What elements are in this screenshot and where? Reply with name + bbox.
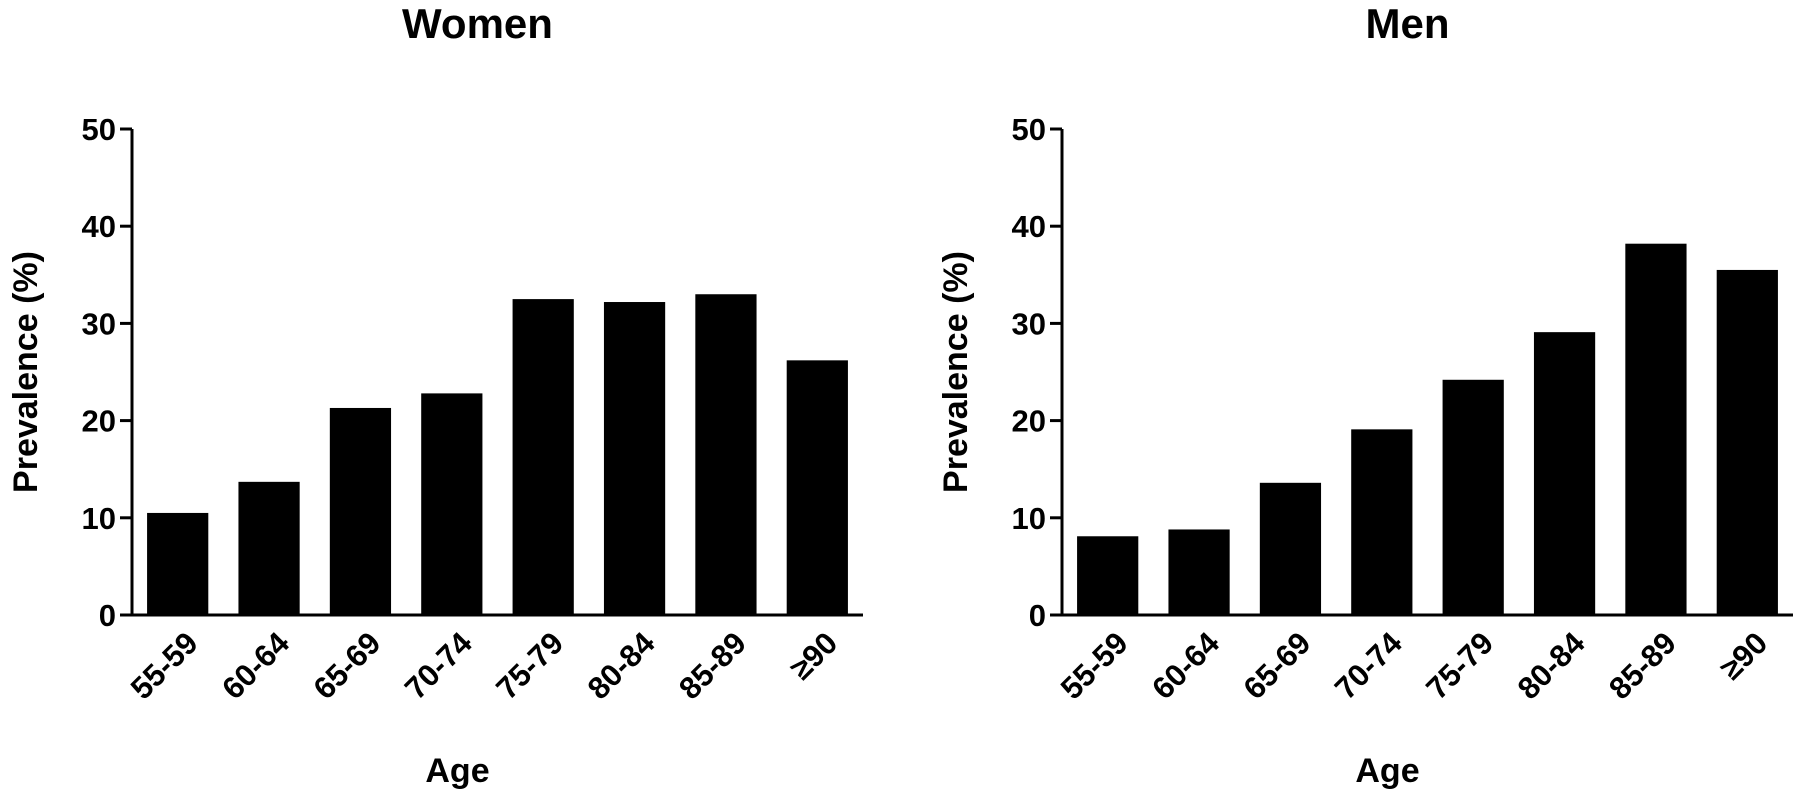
bar	[786, 360, 848, 615]
bar	[1259, 482, 1322, 615]
x-tick-label: 75-79	[489, 625, 570, 706]
x-tick-label: 70-74	[398, 625, 479, 706]
bar	[147, 512, 209, 615]
x-tick-label: ≥90	[1713, 625, 1774, 686]
y-tick-label: 10	[82, 501, 116, 536]
x-axis-label: Age	[1355, 752, 1419, 790]
x-tick-label: 85-89	[1602, 625, 1683, 706]
bar	[512, 299, 574, 615]
y-tick-label: 20	[1012, 404, 1046, 439]
y-tick-label: 10	[1012, 501, 1046, 536]
y-tick-label: 50	[1012, 112, 1046, 147]
bar	[1442, 379, 1504, 615]
x-tick-label: 60-64	[215, 625, 296, 706]
x-axis-label: Age	[425, 752, 489, 790]
y-tick-label: 30	[1012, 306, 1046, 341]
y-tick-label: 30	[82, 306, 116, 341]
x-tick-label: 75-79	[1419, 625, 1500, 706]
bar	[421, 393, 483, 615]
y-tick-label: 0	[1029, 598, 1046, 633]
y-tick-label: 40	[1012, 209, 1046, 244]
bar	[1168, 529, 1230, 615]
x-tick-label: 70-74	[1328, 625, 1409, 706]
y-tick-label: 20	[82, 404, 116, 439]
bar	[1351, 429, 1413, 615]
chart-title: Men	[1366, 0, 1450, 47]
y-tick-label: 0	[99, 598, 116, 633]
x-tick-label: 55-59	[1054, 625, 1135, 706]
bar	[329, 407, 392, 615]
bar	[695, 294, 757, 615]
x-tick-label: 65-69	[307, 625, 388, 706]
bar	[238, 481, 300, 615]
bar	[1625, 243, 1687, 616]
x-tick-label: 80-84	[1511, 625, 1592, 706]
x-tick-label: ≥90	[783, 625, 844, 686]
y-axis-label: Prevalence (%)	[937, 251, 975, 493]
bar	[603, 302, 666, 615]
y-tick-label: 50	[82, 112, 116, 147]
x-tick-label: 80-84	[581, 625, 662, 706]
bar	[1533, 332, 1596, 615]
x-tick-label: 85-89	[672, 625, 753, 706]
bar	[1716, 269, 1778, 615]
x-tick-label: 65-69	[1237, 625, 1318, 706]
y-tick-label: 40	[82, 209, 116, 244]
chart-title: Women	[402, 0, 553, 47]
y-axis-label: Prevalence (%)	[7, 251, 45, 493]
x-tick-label: 55-59	[124, 625, 205, 706]
bar	[1077, 536, 1139, 615]
x-tick-label: 60-64	[1145, 625, 1226, 706]
